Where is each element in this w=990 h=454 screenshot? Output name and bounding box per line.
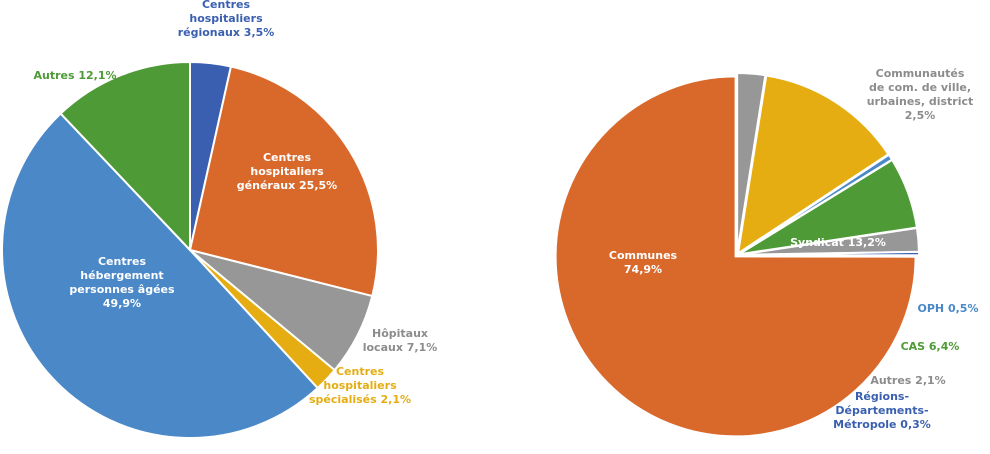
slice-label: Autres 2,1% bbox=[870, 374, 945, 387]
slice-label: Syndicat 13,2% bbox=[790, 236, 886, 249]
pie-slice bbox=[59, 60, 191, 253]
slice-label: Communes 74,9% bbox=[609, 249, 678, 276]
pie-slice bbox=[188, 65, 379, 298]
slice-label: Centres hébergement personnes âgées 49,9% bbox=[69, 255, 175, 310]
slice-label: Centres hospitaliers généraux 25,5% bbox=[237, 151, 337, 192]
slice-label: Régions-Départements-Métropole 0,3% bbox=[833, 390, 931, 431]
slice-label: Hôpitaux locaux 7,1% bbox=[363, 327, 438, 354]
slice-label: Centres hospitaliers régionaux 3,5% bbox=[178, 0, 275, 39]
pie-chart-municipalities: Communautés de com. de ville, urbaines, di… bbox=[554, 67, 979, 438]
pie-chart-hospitals: Centres hospitaliers régionaux 3,5% Centres… bbox=[1, 0, 438, 439]
pie-slice bbox=[736, 74, 890, 256]
slice-label: Centres hospitaliers spécialisés 2,1% bbox=[309, 365, 411, 406]
slice-label: Communautés de com. de ville, urbaines, di… bbox=[867, 67, 974, 122]
pie-slice bbox=[554, 75, 917, 438]
pie-slice bbox=[1, 112, 320, 439]
slice-label: CAS 6,4% bbox=[901, 340, 960, 353]
pie-slice bbox=[738, 250, 921, 257]
slice-label: Autres 12,1% bbox=[33, 69, 116, 82]
slice-label: OPH 0,5% bbox=[918, 302, 979, 315]
